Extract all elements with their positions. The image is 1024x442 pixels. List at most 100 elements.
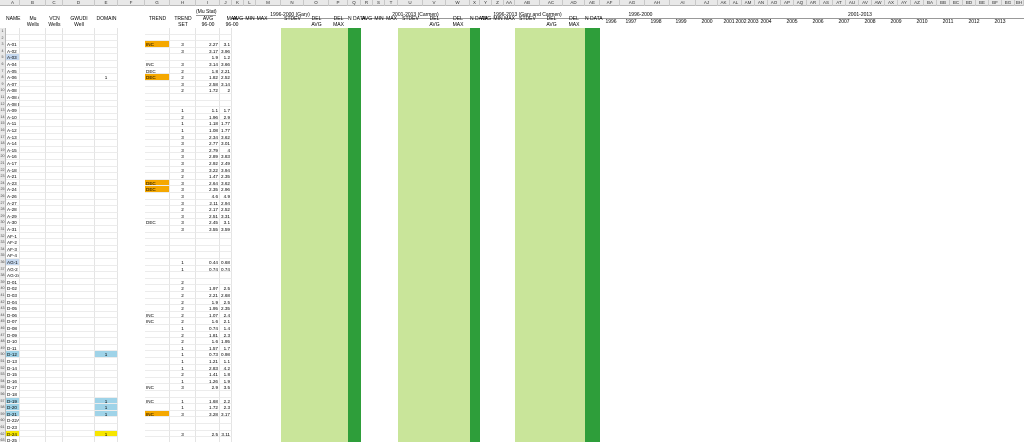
cell-domain[interactable]: [95, 384, 118, 391]
cell-max-96-00[interactable]: 2.5: [220, 285, 232, 292]
cell-name[interactable]: D-05: [6, 305, 20, 312]
cell-gwudi-well[interactable]: [63, 397, 95, 405]
cell-domain[interactable]: [95, 265, 118, 273]
cell-trend[interactable]: [145, 351, 170, 358]
cell-domain[interactable]: [95, 199, 118, 207]
cell-vcn-wells[interactable]: [46, 437, 63, 442]
row-number[interactable]: 43: [0, 305, 6, 312]
cell-gwudi-well[interactable]: [63, 338, 95, 345]
cell-name[interactable]: A-05: [6, 67, 20, 75]
cell-domain[interactable]: [95, 364, 118, 372]
cell-mu-wells[interactable]: [20, 113, 46, 121]
column-header-s[interactable]: S: [373, 0, 385, 6]
cell-avg-96-00[interactable]: 2.64: [196, 179, 220, 187]
row-number[interactable]: 57: [0, 397, 6, 405]
cell-trend[interactable]: DEC: [145, 186, 170, 193]
cell-vcn-wells[interactable]: [46, 206, 63, 213]
cell-vcn-wells[interactable]: [46, 311, 63, 319]
row-number[interactable]: 52: [0, 364, 6, 372]
column-header-w[interactable]: W: [446, 0, 470, 6]
cell-domain[interactable]: 1: [95, 74, 118, 81]
column-header-x[interactable]: X: [470, 0, 480, 6]
column-header-ab[interactable]: AB: [515, 0, 540, 6]
row-number[interactable]: 11: [0, 94, 6, 101]
cell-trend-set[interactable]: 2: [170, 292, 196, 299]
cell-vcn-wells[interactable]: [46, 41, 63, 48]
cell-avg-96-00[interactable]: 2.21: [196, 292, 220, 299]
cell-name[interactable]: AG-1: [6, 259, 20, 266]
cell-avg-96-00[interactable]: 1.95: [196, 305, 220, 312]
cell-mu-wells[interactable]: [20, 437, 46, 442]
column-header-n[interactable]: N: [281, 0, 304, 6]
cell-vcn-wells[interactable]: [46, 113, 63, 121]
cell-vcn-wells[interactable]: [46, 364, 63, 372]
cell-vcn-wells[interactable]: [46, 232, 63, 240]
column-header-bf[interactable]: BF: [989, 0, 1002, 6]
cell-vcn-wells[interactable]: [46, 245, 63, 253]
cell-domain[interactable]: [95, 100, 118, 108]
cell-name[interactable]: D-02: [6, 285, 20, 292]
cell-domain[interactable]: [95, 61, 118, 68]
cell-avg-96-00[interactable]: 0.73: [196, 351, 220, 358]
cell-gwudi-well[interactable]: [63, 252, 95, 259]
cell-trend[interactable]: [145, 252, 170, 259]
cell-gwudi-well[interactable]: [63, 344, 95, 352]
cell-gwudi-well[interactable]: [63, 437, 95, 442]
column-header-am[interactable]: AM: [742, 0, 755, 6]
cell-max-96-00[interactable]: [220, 232, 232, 240]
cell-trend[interactable]: INC: [145, 41, 170, 48]
row-number[interactable]: 58: [0, 404, 6, 411]
cell-trend-set[interactable]: 2: [170, 338, 196, 345]
cell-trend[interactable]: [145, 107, 170, 114]
cell-mu-wells[interactable]: [20, 232, 46, 240]
cell-mu-wells[interactable]: [20, 47, 46, 55]
cell-gwudi-well[interactable]: [63, 140, 95, 147]
row-number[interactable]: 19: [0, 146, 6, 154]
cell-trend-set[interactable]: 2: [170, 173, 196, 180]
cell-name[interactable]: D-08: [6, 325, 20, 332]
cell-gwudi-well[interactable]: [63, 199, 95, 207]
cell-domain[interactable]: [95, 212, 118, 220]
cell-name[interactable]: [6, 28, 20, 35]
cell-vcn-wells[interactable]: [46, 133, 63, 141]
cell-domain[interactable]: [95, 153, 118, 160]
cell-max-96-00[interactable]: 3.14: [220, 80, 232, 88]
column-header-ap[interactable]: AP: [781, 0, 794, 6]
cell-mu-wells[interactable]: [20, 272, 46, 279]
cell-gwudi-well[interactable]: [63, 47, 95, 55]
cell-mu-wells[interactable]: [20, 28, 46, 35]
row-number[interactable]: 9: [0, 80, 6, 88]
cell-max-96-00[interactable]: [220, 424, 232, 431]
column-header-ai[interactable]: AI: [670, 0, 696, 6]
column-header-at[interactable]: AT: [833, 0, 846, 6]
cell-gwudi-well[interactable]: [63, 94, 95, 101]
cell-avg-96-00[interactable]: 3.17: [196, 47, 220, 55]
cell-trend-set[interactable]: 1: [170, 325, 196, 332]
cell-gwudi-well[interactable]: [63, 166, 95, 174]
cell-trend[interactable]: [145, 140, 170, 147]
cell-name[interactable]: A-13: [6, 133, 20, 141]
cell-max-96-00[interactable]: 1.8: [220, 371, 232, 378]
row-number[interactable]: 36: [0, 259, 6, 266]
cell-avg-96-00[interactable]: [196, 272, 220, 279]
cell-avg-96-00[interactable]: 3.55: [196, 226, 220, 233]
cell-trend[interactable]: [145, 437, 170, 442]
cell-avg-96-00[interactable]: 2.17: [196, 206, 220, 213]
cell-vcn-wells[interactable]: [46, 239, 63, 246]
cell-trend-set[interactable]: 3: [170, 47, 196, 55]
cell-max-96-00[interactable]: [220, 252, 232, 259]
cell-trend[interactable]: [145, 94, 170, 101]
cell-trend-set[interactable]: 2: [170, 285, 196, 292]
column-header-av[interactable]: AV: [859, 0, 872, 6]
cell-max-96-00[interactable]: 1.9: [220, 377, 232, 385]
cell-avg-96-00[interactable]: 1.96: [196, 113, 220, 121]
cell-domain[interactable]: [95, 80, 118, 88]
cell-trend[interactable]: [145, 338, 170, 345]
cell-mu-wells[interactable]: [20, 34, 46, 42]
cell-mu-wells[interactable]: [20, 41, 46, 48]
cell-max-96-00[interactable]: 2.35: [220, 173, 232, 180]
cell-gwudi-well[interactable]: [63, 245, 95, 253]
cell-trend-set[interactable]: 2: [170, 318, 196, 325]
cell-max-96-00[interactable]: 1.95: [220, 338, 232, 345]
column-header-bc[interactable]: BC: [950, 0, 963, 6]
